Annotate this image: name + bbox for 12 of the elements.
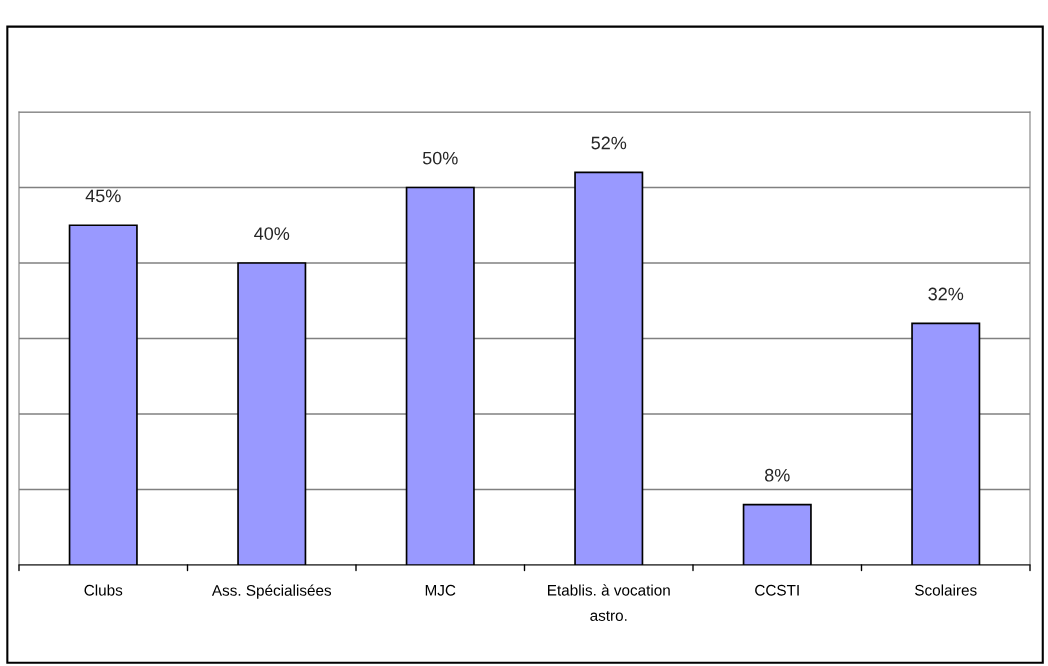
data-label: 40% [254,227,290,240]
data-label: 8% [764,468,790,482]
x-tick-label: Etablis. à vocation astro. [548,584,670,621]
x-tick-label: MJC [425,584,456,596]
x-tick-label: CCSTI [755,584,799,596]
data-label: 32% [928,287,964,301]
x-tick-label: Scolaires [915,584,977,596]
data-label: 50% [422,151,458,165]
data-label: 45% [85,189,121,203]
x-tick-label: Clubs [84,584,123,596]
data-label: 52% [591,136,627,150]
x-tick-label: Ass. Spécialisées [211,584,332,599]
